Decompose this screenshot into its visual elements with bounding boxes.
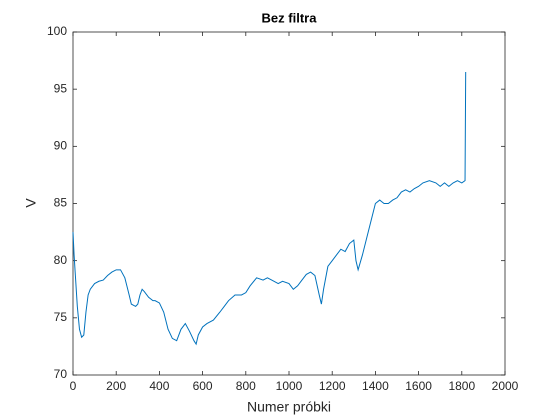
x-tick-label: 0 (70, 379, 77, 393)
axes-box (72, 31, 506, 376)
x-tick-label: 1200 (319, 379, 346, 393)
y-tick-label: 80 (54, 253, 68, 267)
x-tick-label: 600 (193, 379, 213, 393)
y-tick-label: 90 (54, 139, 68, 153)
x-tick-label: 1000 (276, 379, 303, 393)
y-tick-label: 100 (47, 24, 67, 38)
x-tick-label: 400 (149, 379, 169, 393)
chart-title: Bez filtra (262, 10, 318, 25)
y-tick-label: 70 (54, 367, 68, 381)
y-tick-label: 75 (54, 310, 68, 324)
x-axis-label: Numer próbki (247, 399, 331, 415)
x-tick-label: 2000 (492, 379, 519, 393)
x-tick-label: 800 (236, 379, 256, 393)
x-tick-label: 1600 (405, 379, 432, 393)
y-axis-label: V (23, 198, 39, 208)
y-tick-label: 85 (54, 196, 68, 210)
x-tick-label: 1400 (362, 379, 389, 393)
x-tick-label: 1800 (448, 379, 475, 393)
data-line (72, 72, 467, 346)
y-tick-label: 95 (54, 81, 68, 95)
x-tick-label: 200 (106, 379, 126, 393)
